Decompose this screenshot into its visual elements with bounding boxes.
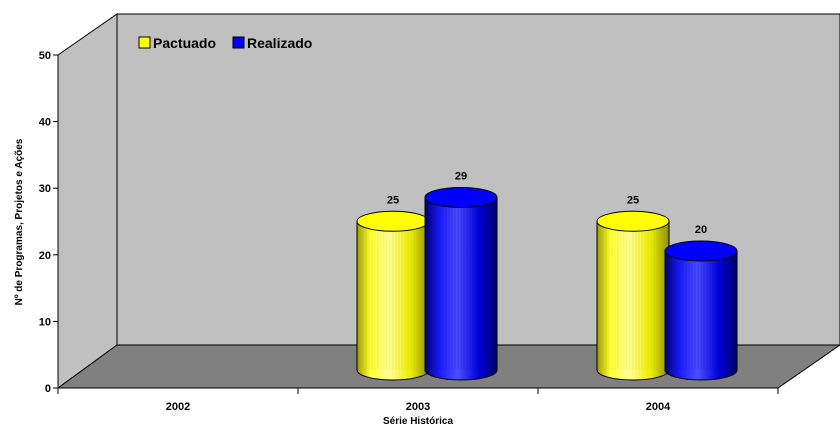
bar-top xyxy=(424,186,498,208)
bar-top xyxy=(664,240,738,262)
y-tick-label: 50 xyxy=(39,50,51,62)
legend: Pactuado Realizado xyxy=(138,35,312,51)
data-label-realizado-2003: 29 xyxy=(455,170,467,182)
bar-realizado-2004 xyxy=(664,240,738,381)
x-tick-label: 2003 xyxy=(406,401,430,413)
bar-realizado-2003 xyxy=(424,186,498,381)
bar-pactuado-2004 xyxy=(596,210,670,381)
data-label-pactuado-2004: 25 xyxy=(627,194,639,206)
y-tick-label: 10 xyxy=(39,316,51,328)
y-tick-label: 40 xyxy=(39,117,51,129)
plot-side-wall xyxy=(57,13,118,389)
y-axis-title: Nº de Programas, Projetos e Ações xyxy=(14,138,25,305)
x-axis-title: Série Histórica xyxy=(383,416,453,427)
legend-label-pactuado: Pactuado xyxy=(153,35,216,51)
legend-swatch-pactuado xyxy=(138,36,151,49)
legend-label-realizado: Realizado xyxy=(247,35,312,51)
bar-pactuado-2003 xyxy=(356,210,430,381)
y-tick-label: 0 xyxy=(45,383,51,395)
bar-top xyxy=(356,210,430,232)
y-tick-label: 30 xyxy=(39,183,51,195)
data-label-realizado-2004: 20 xyxy=(695,224,707,236)
x-tick-label: 2002 xyxy=(166,401,190,413)
y-tick-label: 20 xyxy=(39,250,51,262)
data-label-pactuado-2003: 25 xyxy=(387,194,399,206)
bar-top xyxy=(596,210,670,232)
x-tick-label: 2004 xyxy=(646,401,671,413)
legend-swatch-realizado xyxy=(232,36,245,49)
